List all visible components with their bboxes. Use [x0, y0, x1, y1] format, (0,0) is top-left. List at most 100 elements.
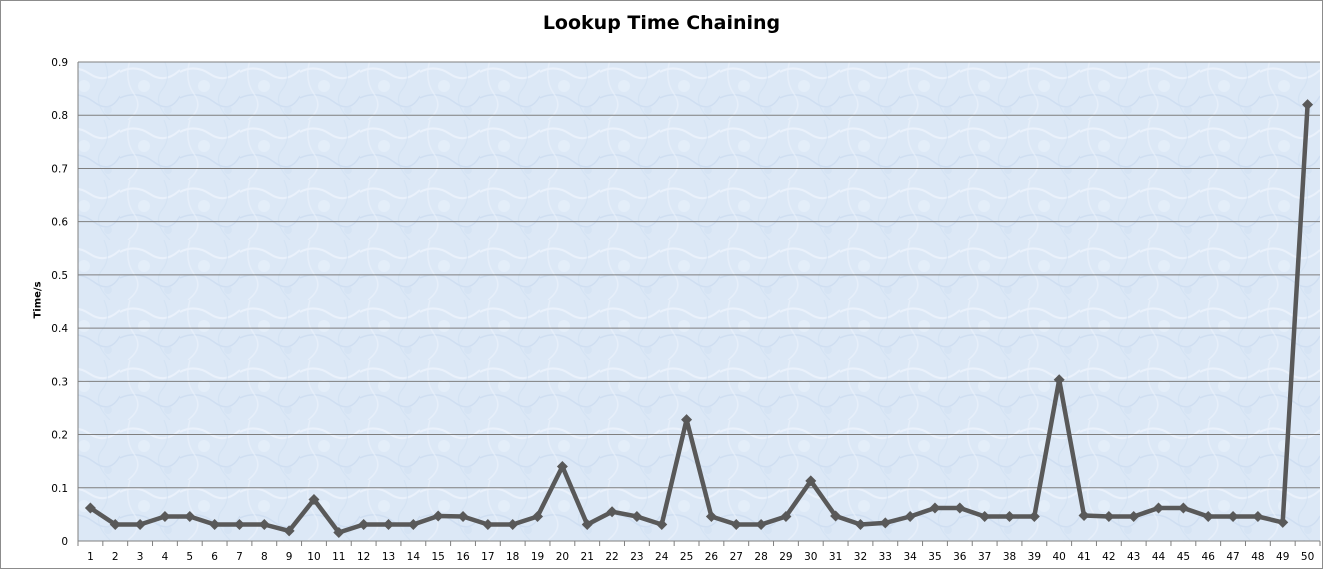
- y-tick-label: 0.9: [51, 57, 68, 69]
- x-tick-label: 8: [261, 551, 268, 563]
- x-tick-label: 10: [307, 551, 320, 563]
- data-point: [780, 511, 792, 523]
- y-tick-label: 0.7: [51, 163, 68, 175]
- data-point: [1202, 511, 1214, 523]
- data-point: [1103, 511, 1115, 523]
- data-point: [283, 525, 295, 537]
- data-point: [1153, 502, 1165, 514]
- x-tick-label: 11: [332, 551, 345, 563]
- x-tick-label: 17: [481, 551, 494, 563]
- data-point: [159, 511, 171, 523]
- data-point: [1078, 509, 1090, 521]
- x-tick-label: 45: [1177, 551, 1190, 563]
- x-tick-label: 22: [605, 551, 618, 563]
- y-tick-label: 0.5: [51, 270, 68, 282]
- x-tick-label: 13: [382, 551, 395, 563]
- data-point: [581, 519, 593, 531]
- y-tick-label: 0: [61, 536, 68, 548]
- data-point: [705, 511, 717, 523]
- x-tick-label: 47: [1226, 551, 1239, 563]
- data-point: [904, 511, 916, 523]
- x-tick-label: 48: [1251, 551, 1264, 563]
- x-tick-label: 9: [286, 551, 293, 563]
- x-tick-label: 38: [1003, 551, 1016, 563]
- data-point: [84, 502, 96, 514]
- data-point: [730, 519, 742, 531]
- y-tick-label: 0.4: [51, 323, 68, 335]
- x-tick-label: 50: [1301, 551, 1314, 563]
- data-point: [879, 517, 891, 529]
- x-tick-label: 1: [87, 551, 94, 563]
- x-tick-label: 41: [1077, 551, 1090, 563]
- axes: [77, 62, 1321, 546]
- data-point: [606, 506, 618, 518]
- data-point: [457, 511, 469, 523]
- data-point: [1227, 511, 1239, 523]
- data-point: [656, 519, 668, 531]
- y-tick-label: 0.1: [51, 483, 68, 495]
- x-tick-label: 49: [1276, 551, 1289, 563]
- y-tick-label: 0.3: [51, 376, 68, 388]
- data-point: [681, 414, 693, 426]
- data-point: [358, 519, 370, 531]
- x-tick-label: 15: [431, 551, 444, 563]
- y-tick-label: 0.8: [51, 110, 68, 122]
- x-tick-label: 35: [928, 551, 941, 563]
- x-tick-label: 40: [1052, 551, 1065, 563]
- data-point: [1177, 502, 1189, 514]
- x-tick-label: 2: [112, 551, 119, 563]
- y-tick-label: 0.2: [51, 430, 68, 442]
- data-point: [929, 502, 941, 514]
- x-tick-label: 26: [705, 551, 719, 563]
- x-tick-label: 19: [531, 551, 544, 563]
- grid-lines: [78, 61, 1320, 489]
- data-point: [407, 519, 419, 531]
- data-point: [1028, 511, 1040, 523]
- data-point: [333, 526, 345, 538]
- x-tick-label: 25: [680, 551, 693, 563]
- y-tick-labels: 0 0.1 0.2 0.3 0.4 0.5 0.6 0.7 0.8 0.9: [51, 57, 68, 548]
- series-lookup-time: [84, 99, 1314, 538]
- data-point: [556, 460, 568, 472]
- data-point: [1277, 516, 1289, 528]
- data-point: [1302, 99, 1314, 111]
- data-point: [258, 519, 270, 531]
- x-tick-label: 34: [903, 551, 917, 563]
- data-point: [755, 519, 767, 531]
- x-tick-label: 28: [754, 551, 767, 563]
- x-tick-labels: 1 2 3 4 5 6 7 8 9 10 11 12 13 14 15 16 17 18 19 20 21 22 23 24 2…: [87, 551, 1314, 563]
- data-point: [631, 511, 643, 523]
- x-tick-label: 44: [1152, 551, 1166, 563]
- data-point: [854, 519, 866, 531]
- data-point: [979, 511, 991, 523]
- x-tick-label: 39: [1028, 551, 1041, 563]
- x-tick-label: 4: [162, 551, 169, 563]
- chart-title: Lookup Time Chaining: [542, 12, 781, 34]
- y-tick-label: 0.6: [51, 217, 68, 229]
- x-tick-label: 37: [978, 551, 991, 563]
- x-tick-label: 30: [804, 551, 817, 563]
- x-tick-label: 29: [779, 551, 792, 563]
- data-point: [233, 519, 245, 531]
- data-point: [1053, 374, 1065, 386]
- data-point: [432, 510, 444, 522]
- data-point: [184, 511, 196, 523]
- data-point: [383, 519, 394, 531]
- x-tick-label: 27: [730, 551, 743, 563]
- x-tick-label: 42: [1102, 551, 1115, 563]
- data-point: [308, 493, 320, 505]
- data-point: [1004, 511, 1015, 523]
- data-point: [507, 519, 519, 531]
- data-point: [109, 519, 121, 531]
- x-tick-label: 6: [211, 551, 218, 563]
- x-tick-label: 43: [1127, 551, 1140, 563]
- x-tick-label: 21: [581, 551, 594, 563]
- data-point: [1128, 511, 1140, 523]
- x-tick-label: 18: [506, 551, 519, 563]
- data-point: [1252, 511, 1264, 523]
- x-tick-label: 16: [456, 551, 470, 563]
- x-tick-label: 24: [655, 551, 669, 563]
- data-point: [209, 519, 221, 531]
- x-tick-label: 32: [854, 551, 867, 563]
